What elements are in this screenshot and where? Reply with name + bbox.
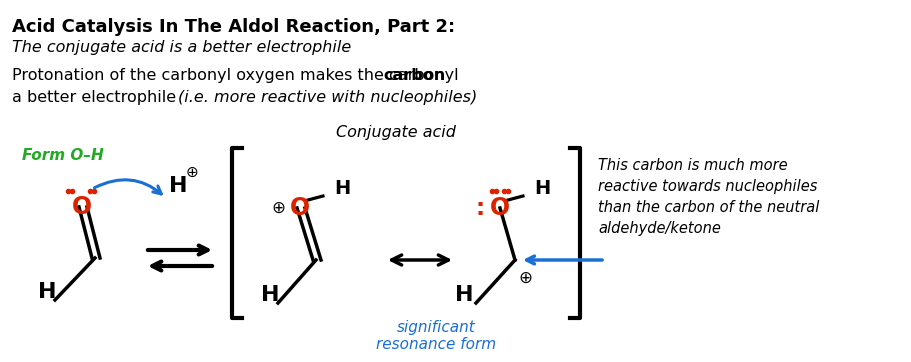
Text: The conjugate acid is a better electrophile: The conjugate acid is a better electroph… — [12, 40, 351, 55]
Text: ⊕: ⊕ — [271, 199, 284, 217]
Text: Form O–H: Form O–H — [22, 148, 104, 163]
Text: O: O — [489, 196, 509, 220]
Text: O: O — [72, 195, 92, 219]
Text: H: H — [333, 178, 350, 198]
Text: Protonation of the carbonyl oxygen makes the carbonyl: Protonation of the carbonyl oxygen makes… — [12, 68, 463, 83]
Text: a better electrophile: a better electrophile — [12, 90, 181, 105]
Text: ⊕: ⊕ — [517, 269, 531, 287]
Text: (i.e. more reactive with nucleophiles): (i.e. more reactive with nucleophiles) — [178, 90, 476, 105]
Text: Acid Catalysis In The Aldol Reaction, Part 2:: Acid Catalysis In The Aldol Reaction, Pa… — [12, 18, 455, 36]
Text: O: O — [290, 196, 310, 220]
Text: H: H — [534, 178, 549, 198]
Text: significant
resonance form: significant resonance form — [375, 320, 496, 352]
Text: ⊕: ⊕ — [186, 164, 199, 180]
Text: carbon: carbon — [383, 68, 445, 83]
Text: This carbon is much more
reactive towards nucleophiles
than the carbon of the ne: This carbon is much more reactive toward… — [598, 158, 818, 236]
Text: H: H — [37, 282, 56, 302]
Text: H: H — [261, 285, 279, 305]
Text: Conjugate acid: Conjugate acid — [335, 125, 456, 140]
Text: H: H — [455, 285, 473, 305]
Text: H: H — [169, 176, 187, 196]
Text: :: : — [472, 196, 487, 220]
